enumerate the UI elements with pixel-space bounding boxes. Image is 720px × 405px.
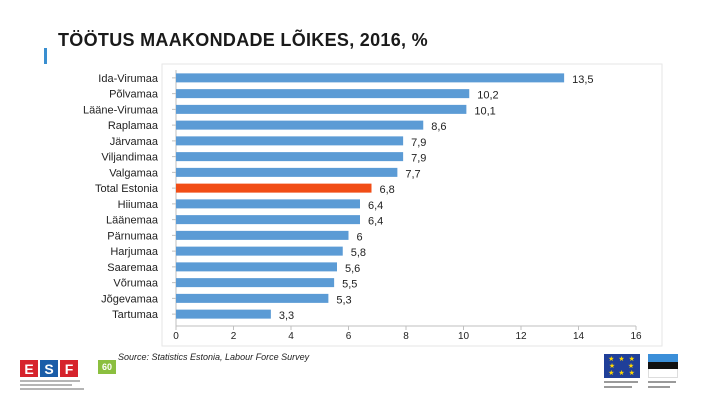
category-label: Tartumaa	[112, 309, 159, 321]
value-label: 6,4	[368, 200, 383, 212]
category-label: Hiiumaa	[118, 199, 159, 211]
esf-caption	[20, 380, 98, 390]
x-tick-label: 4	[288, 331, 294, 342]
bar	[176, 215, 360, 225]
category-label: Lääne-Virumaa	[83, 104, 159, 116]
x-tick-label: 16	[630, 331, 642, 342]
bar	[176, 246, 343, 256]
eu-flag-icon: ★ ★ ★ ★ ★ ★ ★ ★	[604, 354, 644, 398]
value-label: 5,8	[351, 247, 366, 259]
value-label: 8,6	[431, 121, 446, 133]
x-tick-label: 2	[231, 331, 237, 342]
esf-letter: F	[60, 360, 78, 377]
category-label: Ida-Virumaa	[98, 73, 159, 85]
x-tick-label: 14	[573, 331, 585, 342]
category-label: Põlvamaa	[109, 89, 159, 101]
category-label: Võrumaa	[113, 278, 159, 290]
value-label: 5,6	[345, 263, 360, 275]
value-label: 10,1	[474, 105, 495, 117]
value-label: 6	[357, 231, 363, 243]
value-label: 6,8	[380, 184, 395, 196]
bar	[176, 73, 565, 83]
category-label: Harjumaa	[110, 246, 159, 258]
value-label: 5,3	[336, 294, 351, 306]
value-label: 7,9	[411, 137, 426, 149]
value-label: 13,5	[572, 74, 593, 86]
value-label: 3,3	[279, 310, 294, 322]
category-label: Total Estonia	[95, 183, 159, 195]
slide-title: TÖÖTUS MAAKONDADE LÕIKES, 2016, %	[58, 30, 428, 50]
category-label: Läänemaa	[106, 215, 159, 227]
category-label: Raplamaa	[108, 120, 159, 132]
bar	[176, 152, 404, 162]
bar	[176, 278, 335, 288]
x-tick-label: 6	[346, 331, 352, 342]
plot-frame	[161, 63, 663, 347]
bar	[176, 262, 337, 272]
esf-letter: E	[20, 360, 38, 377]
bar	[176, 230, 349, 240]
bar	[176, 136, 404, 146]
value-label: 7,9	[411, 153, 426, 165]
x-tick-label: 12	[515, 331, 527, 342]
bar	[176, 89, 470, 99]
category-label: Pärnumaa	[107, 230, 159, 242]
bar	[176, 309, 271, 319]
esf-60-badge: 60	[98, 360, 116, 374]
value-label: 5,5	[342, 279, 357, 291]
value-label: 7,7	[405, 168, 420, 180]
bar	[176, 120, 424, 130]
source-note: Source: Statistics Estonia, Labour Force…	[118, 352, 310, 362]
x-tick-label: 0	[173, 331, 179, 342]
title-accent-bar	[44, 48, 47, 64]
x-tick-label: 8	[403, 331, 409, 342]
bar	[176, 104, 467, 114]
x-tick-label: 10	[458, 331, 470, 342]
bar	[176, 293, 329, 303]
category-label: Jõgevamaa	[101, 293, 159, 305]
category-label: Valgamaa	[109, 167, 159, 179]
category-label: Viljandimaa	[101, 152, 159, 164]
bar	[176, 167, 398, 177]
bar	[176, 199, 360, 209]
value-label: 6,4	[368, 216, 383, 228]
esf-letter: S	[40, 360, 58, 377]
category-label: Saaremaa	[107, 262, 159, 274]
value-label: 10,2	[477, 90, 498, 102]
bar-highlight	[176, 183, 372, 193]
estonia-flag-icon	[648, 354, 684, 398]
category-label: Järvamaa	[110, 136, 159, 148]
